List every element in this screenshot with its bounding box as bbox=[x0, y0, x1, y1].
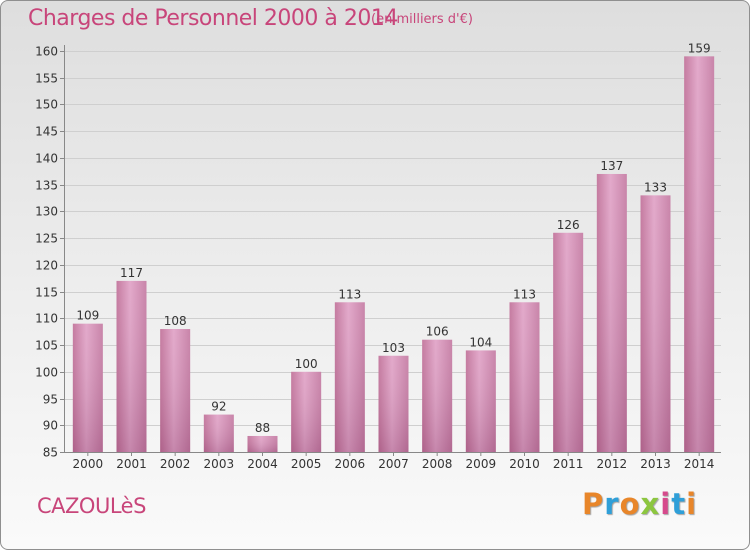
x-tick-label: 2001 bbox=[116, 457, 147, 471]
y-tick-label: 130 bbox=[35, 205, 58, 219]
bar-value-label: 88 bbox=[255, 421, 270, 435]
y-tick-label: 105 bbox=[35, 339, 58, 353]
y-tick-label: 135 bbox=[35, 179, 58, 193]
bar-shade bbox=[116, 280, 147, 452]
x-tick-label: 2005 bbox=[291, 457, 322, 471]
y-tick-label: 95 bbox=[43, 393, 58, 407]
bar-value-label: 106 bbox=[426, 325, 449, 339]
bar-shade bbox=[509, 302, 540, 452]
logo-letter: x bbox=[640, 487, 661, 521]
x-tick-label: 2002 bbox=[160, 457, 191, 471]
chart-subtitle: (en milliers d'€) bbox=[371, 12, 473, 27]
x-tick-label: 2003 bbox=[204, 457, 235, 471]
bar-value-label: 103 bbox=[382, 341, 405, 355]
y-tick-label: 155 bbox=[35, 72, 58, 86]
proxiti-logo: Proxiti bbox=[582, 487, 697, 521]
x-tick-label: 2010 bbox=[509, 457, 540, 471]
x-tick-label: 2011 bbox=[553, 457, 584, 471]
bar-shade bbox=[465, 350, 496, 452]
bar-value-label: 113 bbox=[513, 287, 536, 301]
logo-letter: r bbox=[604, 487, 620, 521]
logo-letter: o bbox=[619, 487, 641, 521]
bar-shade bbox=[684, 56, 715, 452]
x-tick-label: 2000 bbox=[73, 457, 104, 471]
bar-value-label: 104 bbox=[469, 335, 492, 349]
y-tick-label: 120 bbox=[35, 259, 58, 273]
y-tick-label: 100 bbox=[35, 366, 58, 380]
y-tick-label: 110 bbox=[35, 312, 58, 326]
x-tick-label: 2013 bbox=[640, 457, 671, 471]
x-tick-label: 2014 bbox=[684, 457, 715, 471]
logo-letter: t bbox=[671, 487, 687, 521]
x-tick-label: 2007 bbox=[378, 457, 409, 471]
y-tick-label: 145 bbox=[35, 125, 58, 139]
bar-shade bbox=[160, 329, 191, 452]
bar-value-label: 126 bbox=[557, 218, 580, 232]
logo-letter: P bbox=[582, 487, 605, 521]
bar-shade bbox=[378, 355, 409, 452]
x-tick-label: 2006 bbox=[335, 457, 366, 471]
bar-shade bbox=[334, 302, 365, 452]
bars bbox=[72, 56, 715, 453]
axes bbox=[60, 45, 721, 456]
bar-shade bbox=[422, 339, 453, 452]
x-tick-label: 2012 bbox=[597, 457, 628, 471]
place-name: CAZOULèS bbox=[37, 494, 146, 518]
logo-letter: i bbox=[660, 487, 672, 521]
bar-shade bbox=[72, 323, 103, 452]
bar-value-label: 137 bbox=[600, 159, 623, 173]
y-tick-label: 85 bbox=[43, 446, 58, 460]
bar-value-label: 100 bbox=[295, 357, 318, 371]
logo-letter: i bbox=[686, 487, 698, 521]
bar-value-label: 113 bbox=[338, 287, 361, 301]
x-tick-label: 2004 bbox=[247, 457, 278, 471]
y-tick-label: 150 bbox=[35, 98, 58, 112]
labels: 85 90 95 100 105 110 115 120 125 130 135 140 145 150 1… bbox=[35, 41, 714, 471]
bar-shade bbox=[247, 435, 278, 452]
bar-shade bbox=[640, 195, 671, 453]
y-tick-label: 90 bbox=[43, 419, 58, 433]
x-tick-label: 2009 bbox=[466, 457, 497, 471]
bar-value-label: 92 bbox=[211, 400, 226, 414]
y-tick-label: 160 bbox=[35, 45, 58, 59]
bar-shade bbox=[553, 232, 584, 452]
y-tick-label: 140 bbox=[35, 152, 58, 166]
bar-value-label: 108 bbox=[164, 314, 187, 328]
bar-value-label: 159 bbox=[688, 41, 711, 55]
bar-shade bbox=[203, 414, 234, 452]
bar-value-label: 117 bbox=[120, 266, 143, 280]
bar-value-label: 133 bbox=[644, 180, 667, 194]
x-tick-label: 2008 bbox=[422, 457, 453, 471]
chart-title: Charges de Personnel 2000 à 2014 bbox=[28, 6, 398, 31]
bar-shade bbox=[291, 371, 322, 452]
bar-shade bbox=[596, 173, 627, 452]
bar-value-label: 109 bbox=[76, 309, 99, 323]
y-tick-label: 125 bbox=[35, 232, 58, 246]
y-tick-label: 115 bbox=[35, 286, 58, 300]
